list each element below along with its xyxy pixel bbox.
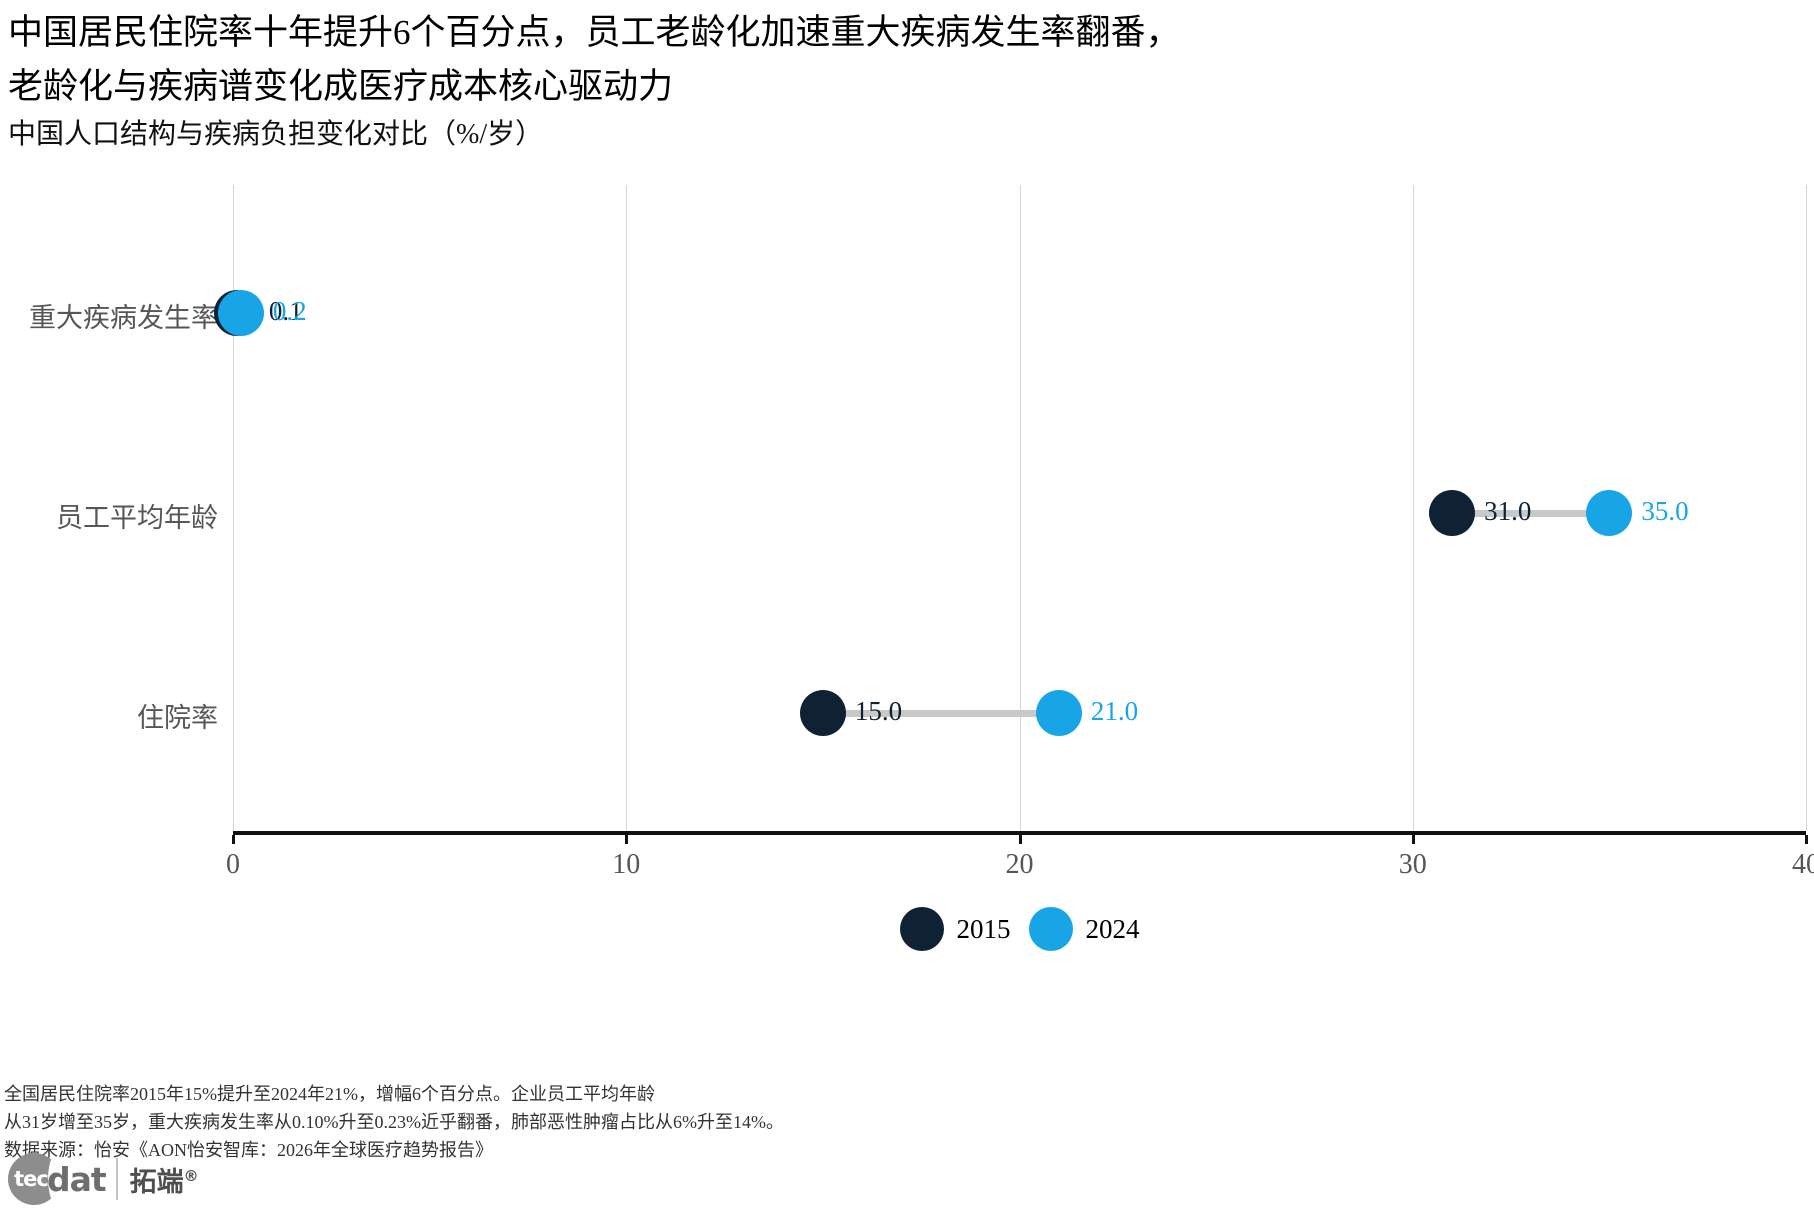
legend-label-2024: 2024 (1085, 913, 1140, 944)
connector-line (822, 709, 1059, 717)
legend-item-2024: 2024 (1028, 907, 1140, 951)
tecdat-logo-dat: dat (47, 1159, 107, 1199)
legend: 2015 2024 (233, 907, 1806, 951)
data-point-2015 (799, 690, 846, 736)
tecdat-logo-brand: 拓端® (129, 1166, 199, 1198)
gridline (1806, 185, 1807, 831)
x-axis-tick (1018, 835, 1022, 844)
x-tick-label: 0 (226, 849, 240, 880)
x-tick-label: 30 (1398, 849, 1427, 880)
category-label: 员工平均年龄 (56, 503, 218, 533)
x-tick-label: 10 (612, 849, 641, 880)
value-label-2024: 21.0 (1090, 696, 1139, 726)
tecdat-logo-tec: tec (14, 1167, 49, 1191)
x-tick-label: 40 (1792, 849, 1814, 880)
footnote-line3: 数据来源：怡安《AON怡安智库：2026年全球医疗趋势报告》 (4, 1140, 493, 1160)
data-point-2015 (1429, 490, 1476, 536)
value-label-2015: 0.1 (268, 296, 303, 326)
legend-dot-2024 (1028, 907, 1073, 951)
legend-label-2015: 2015 (956, 913, 1011, 944)
legend-dot-2015 (899, 907, 944, 951)
page-title-line2: 老龄化与疾病谱变化成医疗成本核心驱动力 (8, 67, 674, 106)
footnote-line2: 从31岁增至35岁，重大疾病发生率从0.10%升至0.23%近乎翻番，肺部恶性肿… (4, 1112, 784, 1132)
gridline (233, 185, 234, 831)
gridline (626, 185, 628, 831)
x-axis-line (233, 831, 1806, 835)
value-label-2015: 15.0 (854, 696, 903, 726)
page-title-line1: 中国居民住院率十年提升6个百分点，员工老龄化加速重大疾病发生率翻番， (8, 13, 1181, 52)
data-point-2024 (1586, 490, 1633, 536)
logo-divider (115, 1158, 118, 1200)
x-axis-tick (1805, 835, 1808, 844)
data-point-2024 (1035, 690, 1082, 736)
x-tick-label: 20 (1005, 849, 1034, 880)
registered-mark: ® (183, 1166, 199, 1185)
x-axis-tick (625, 835, 629, 844)
x-axis-tick (232, 835, 235, 844)
chart-subtitle: 中国人口结构与疾病负担变化对比（%/岁） (8, 119, 544, 150)
value-label-2024: 0.2 (272, 296, 307, 326)
tecdat-logo-circle: tec (8, 1153, 60, 1205)
connector-line (1452, 509, 1610, 517)
value-label-2024: 35.0 (1641, 496, 1689, 526)
gridline (1412, 185, 1414, 831)
footnotes: 全国居民住院率2015年15%提升至2024年21%，增幅6个百分点。企业员工平… (4, 1080, 784, 1164)
gridline (1019, 185, 1021, 831)
legend-item-2015: 2015 (899, 907, 1011, 951)
tecdat-logo: tec dat 拓端® (8, 1153, 199, 1205)
data-point-2024 (217, 290, 264, 336)
category-label: 住院率 (137, 703, 218, 733)
x-axis-tick (1411, 835, 1415, 844)
category-label: 重大疾病发生率 (29, 303, 218, 333)
footnote-line1: 全国居民住院率2015年15%提升至2024年21%，增幅6个百分点。企业员工平… (4, 1084, 655, 1104)
value-label-2015: 31.0 (1484, 496, 1532, 526)
